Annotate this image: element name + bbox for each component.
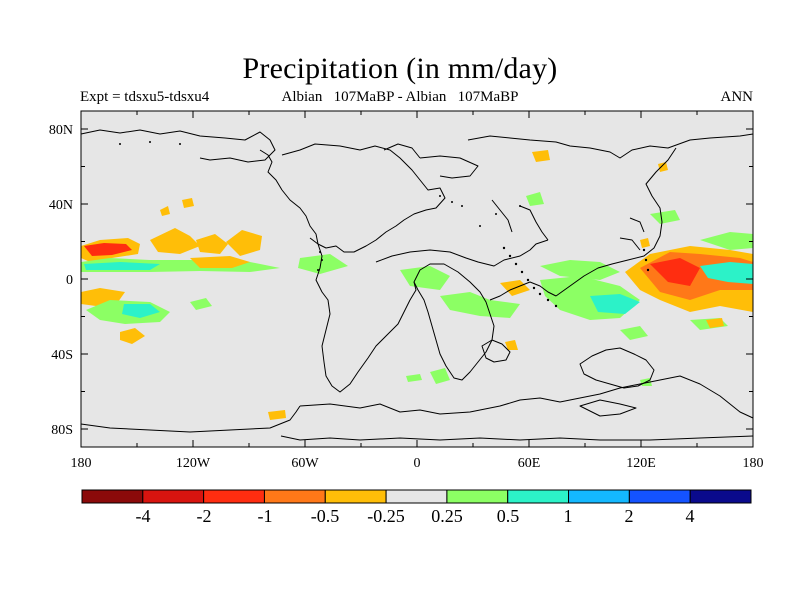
longitude-labels: 180 120W 60W 0 60E 120E 180 — [71, 456, 764, 471]
latitude-labels: 80N 40N 0 40S 80S — [49, 123, 73, 438]
colorbar-box — [628, 489, 691, 504]
lon-label: 120W — [176, 456, 211, 471]
colorbar-label: 1 — [564, 506, 573, 526]
lon-label: 180 — [743, 456, 764, 471]
colorbar-labels: -4 -2 -1 -0.5 -0.25 0.25 0.5 1 2 4 — [136, 506, 695, 526]
patch-wetting — [540, 260, 620, 280]
patch-wetting — [298, 254, 348, 274]
colorbar-box — [507, 489, 570, 504]
colorbar — [81, 489, 752, 504]
patch-drying-strong — [650, 258, 700, 286]
patch-wetting-medium — [122, 304, 160, 318]
patch-drying-strong — [84, 243, 132, 256]
patch-wetting-medium — [700, 262, 753, 284]
colorbar-box — [142, 489, 205, 504]
patch-drying — [160, 206, 170, 216]
lon-label: 180 — [71, 456, 92, 471]
colorbar-box — [689, 489, 752, 504]
lat-label: 40S — [51, 348, 73, 363]
colorbar-label: -2 — [197, 506, 212, 526]
patch-drying — [190, 256, 250, 268]
lat-label: 0 — [66, 273, 73, 288]
lon-label: 0 — [414, 456, 421, 471]
patch-wetting — [700, 232, 753, 250]
colorbar-label: 0.5 — [497, 506, 520, 526]
patch-drying — [706, 318, 724, 328]
patch-drying — [658, 162, 668, 172]
colorbar-label: -0.25 — [367, 506, 405, 526]
lon-label: 120E — [626, 456, 656, 471]
colorbar-box — [568, 489, 630, 504]
lon-label: 60E — [518, 456, 541, 471]
coastlines — [80, 129, 754, 441]
patch-drying — [120, 328, 145, 344]
patch-drying — [640, 238, 650, 248]
patch-drying — [268, 410, 286, 420]
colorbar-label: -4 — [136, 506, 151, 526]
colorbar-box — [324, 489, 387, 504]
colorbar-label: 0.25 — [431, 506, 463, 526]
patch-wetting-medium — [84, 262, 160, 270]
patch-drying — [150, 228, 200, 254]
lat-label: 80S — [51, 423, 73, 438]
patch-wetting — [190, 298, 212, 310]
island-dots — [119, 141, 650, 308]
colorbar-box — [81, 489, 144, 504]
map-title: Precipitation (in mm/day) — [242, 52, 558, 85]
lat-label: 40N — [49, 198, 73, 213]
patch-drying — [182, 198, 194, 208]
period-label: Albian 107MaBP - Albian 107MaBP — [281, 89, 519, 105]
patch-wetting-medium — [590, 294, 640, 314]
colorbar-box — [446, 489, 509, 504]
colorbar-box — [385, 489, 448, 504]
season-label: ANN — [720, 89, 754, 105]
patch-drying — [505, 340, 518, 350]
patch-wetting — [406, 374, 422, 382]
patch-wetting — [430, 368, 450, 384]
axis-ticks — [80, 111, 754, 447]
colorbar-label: -1 — [258, 506, 273, 526]
patch-wetting — [620, 326, 648, 340]
colorbar-label: 4 — [686, 506, 695, 526]
patch-drying — [226, 230, 262, 256]
patch-drying — [196, 234, 228, 254]
experiment-label: Expt = tdsxu5-tdsxu4 — [80, 89, 210, 105]
colorbar-box — [263, 489, 326, 504]
patch-wetting — [400, 266, 450, 290]
precip-patches — [81, 150, 753, 420]
patch-drying — [532, 150, 550, 162]
patch-wetting — [526, 192, 544, 206]
patch-wetting — [440, 292, 520, 318]
lon-label: 60W — [291, 456, 319, 471]
colorbar-label: 2 — [625, 506, 634, 526]
colorbar-label: -0.5 — [311, 506, 340, 526]
patch-wetting — [650, 210, 680, 224]
colorbar-box — [203, 489, 265, 504]
lat-label: 80N — [49, 123, 73, 138]
